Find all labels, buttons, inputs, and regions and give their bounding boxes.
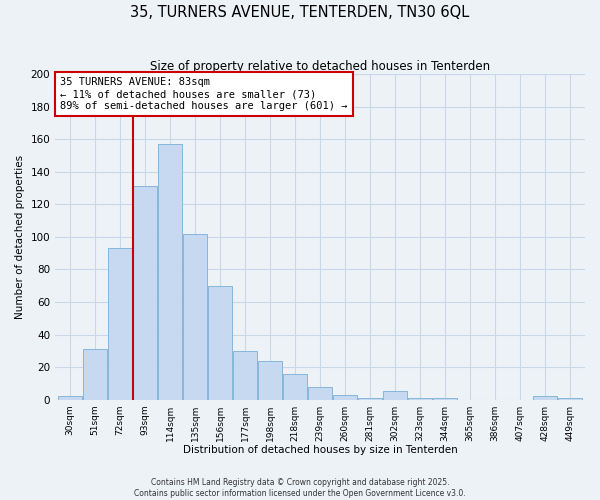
Y-axis label: Number of detached properties: Number of detached properties: [15, 155, 25, 319]
Bar: [333, 394, 357, 400]
Bar: [233, 351, 257, 400]
Bar: [433, 398, 457, 400]
Bar: [208, 286, 232, 400]
Bar: [383, 392, 407, 400]
Bar: [83, 349, 107, 400]
Text: 35, TURNERS AVENUE, TENTERDEN, TN30 6QL: 35, TURNERS AVENUE, TENTERDEN, TN30 6QL: [130, 5, 470, 20]
Bar: [133, 186, 157, 400]
Bar: [108, 248, 132, 400]
Bar: [58, 396, 82, 400]
Bar: [283, 374, 307, 400]
Bar: [408, 398, 432, 400]
Title: Size of property relative to detached houses in Tenterden: Size of property relative to detached ho…: [150, 60, 490, 73]
Bar: [258, 360, 282, 400]
Bar: [158, 144, 182, 400]
Bar: [558, 398, 582, 400]
Bar: [308, 386, 332, 400]
Bar: [533, 396, 557, 400]
Bar: [183, 234, 207, 400]
Bar: [358, 398, 382, 400]
Text: Contains HM Land Registry data © Crown copyright and database right 2025.
Contai: Contains HM Land Registry data © Crown c…: [134, 478, 466, 498]
X-axis label: Distribution of detached houses by size in Tenterden: Distribution of detached houses by size …: [183, 445, 457, 455]
Text: 35 TURNERS AVENUE: 83sqm
← 11% of detached houses are smaller (73)
89% of semi-d: 35 TURNERS AVENUE: 83sqm ← 11% of detach…: [61, 78, 348, 110]
